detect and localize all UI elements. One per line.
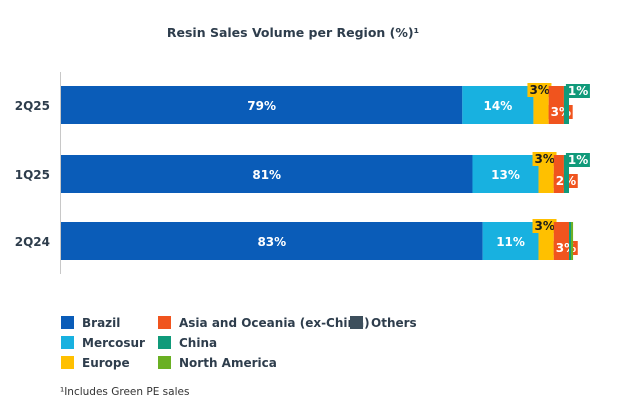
bar-segment-2q24-north-america [571,222,574,260]
data-label-2q24-asia-and-oceania-ex-china: 3% [556,241,576,255]
bar-segment-1q25-mercosur [472,155,539,193]
data-label-2q25-china: 1% [568,84,588,98]
legend-swatch-north-america [158,356,171,369]
data-label-1q25-europe: 3% [535,152,555,166]
category-label-2q24: 2Q24 [15,235,50,249]
legend-swatch-mercosur [61,336,74,349]
chart-title: Resin Sales Volume per Region (%)¹ [167,25,419,40]
data-label-badge-2q24-europe [532,219,557,233]
data-label-2q24-mercosur: 11% [496,235,525,249]
footnote: ¹Includes Green PE sales [60,386,189,398]
legend-swatch-asia-and-oceania-ex-china [158,316,171,329]
data-label-badge-1q25-europe [532,152,557,166]
bar-segment-2q24-china [569,222,572,260]
data-label-1q25-brazil: 81% [252,168,281,182]
bar-segment-2q24-mercosur [482,222,539,260]
data-label-badge-2q25-europe [527,83,552,97]
data-label-2q24-brazil: 83% [257,235,286,249]
legend-label-others: Others [371,316,417,330]
legend-label-asia-and-oceania-ex-china: Asia and Oceania (ex-China) [179,316,370,330]
bar-segment-1q25-brazil [61,155,473,193]
data-label-1q25-china: 1% [568,153,588,167]
legend-swatch-europe [61,356,74,369]
bar-segment-2q25-brazil [61,86,463,124]
bar-segment-1q25-china [563,155,569,193]
legend-swatch-china [158,336,171,349]
data-label-2q25-mercosur: 14% [484,99,513,113]
category-label-2q25: 2Q25 [15,99,50,113]
bar-segment-2q25-china [563,86,569,124]
legend-label-brazil: Brazil [82,316,120,330]
legend-label-europe: Europe [82,356,130,370]
legend-label-north-america: North America [179,356,277,370]
legend-label-china: China [179,336,217,350]
bar-segment-2q25-mercosur [462,86,534,124]
data-label-2q24-europe: 3% [535,219,555,233]
data-label-2q25-brazil: 79% [247,99,276,113]
data-label-badge-1q25-china [565,153,590,167]
data-label-1q25-mercosur: 13% [491,168,520,182]
category-label-1q25: 1Q25 [15,168,50,182]
data-label-2q25-europe: 3% [529,83,549,97]
legend-swatch-brazil [61,316,74,329]
legend-swatch-others [350,316,363,329]
bar-segment-2q24-brazil [61,222,483,260]
legend-label-mercosur: Mercosur [82,336,145,350]
data-label-badge-2q25-china [565,84,590,98]
